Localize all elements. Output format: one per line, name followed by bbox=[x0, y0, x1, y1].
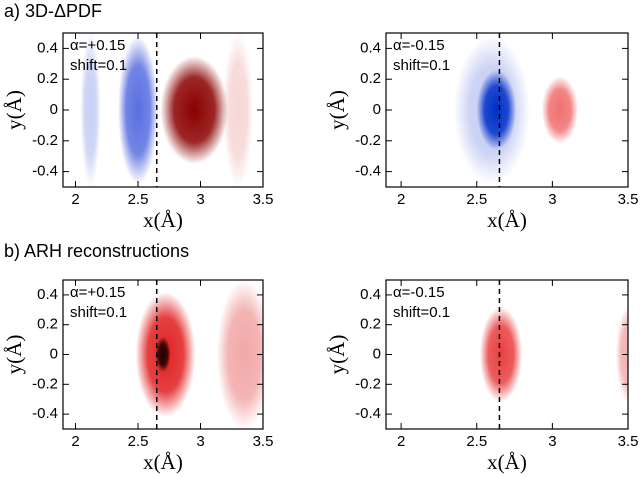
annotation: shift=0.1 bbox=[70, 304, 127, 321]
y-tick-label: -0.2 bbox=[32, 375, 58, 392]
x-tick-label: 2 bbox=[397, 433, 405, 450]
y-tick-label: 0 bbox=[50, 345, 58, 362]
heat-blob bbox=[160, 56, 228, 164]
plot-area bbox=[63, 280, 263, 429]
heat-blob bbox=[155, 336, 171, 373]
y-tick-label: 0.2 bbox=[360, 316, 381, 333]
heat-blob bbox=[476, 69, 517, 151]
y-tick-label: 0.4 bbox=[360, 286, 381, 303]
heat-blob bbox=[80, 33, 101, 187]
x-tick-label: 2 bbox=[397, 191, 405, 208]
annotation: shift=0.1 bbox=[393, 57, 450, 74]
y-axis-label: y(Å) bbox=[2, 335, 26, 375]
y-axis-label: y(Å) bbox=[325, 335, 349, 375]
y-tick-label: 0.4 bbox=[37, 286, 58, 303]
x-tick-label: 2.5 bbox=[128, 191, 149, 208]
x-axis-label: x(Å) bbox=[487, 208, 527, 232]
y-tick-label: 0 bbox=[373, 345, 381, 362]
heat-blob bbox=[216, 280, 263, 429]
x-tick-label: 3 bbox=[196, 433, 204, 450]
x-tick-label: 2 bbox=[71, 433, 79, 450]
annotation: α=+0.15 bbox=[70, 37, 125, 54]
section-label: a) 3D-ΔPDF bbox=[4, 1, 102, 21]
plot-area bbox=[63, 33, 263, 187]
y-axis-label: y(Å) bbox=[2, 90, 26, 130]
x-tick-label: 3.5 bbox=[253, 433, 274, 450]
x-axis-label: x(Å) bbox=[487, 450, 527, 474]
x-tick-label: 2.5 bbox=[466, 433, 487, 450]
heat-blob bbox=[479, 306, 523, 403]
x-tick-label: 2.5 bbox=[128, 433, 149, 450]
y-axis-label: y(Å) bbox=[325, 90, 349, 130]
y-tick-label: 0.2 bbox=[360, 70, 381, 87]
x-axis-label: x(Å) bbox=[143, 450, 183, 474]
heat-blob bbox=[118, 36, 158, 184]
y-tick-label: -0.2 bbox=[355, 132, 381, 149]
heat-blob bbox=[615, 306, 628, 403]
y-tick-label: -0.2 bbox=[32, 132, 58, 149]
y-tick-label: 0.4 bbox=[37, 39, 58, 56]
y-tick-label: -0.2 bbox=[355, 375, 381, 392]
x-tick-label: 3.5 bbox=[253, 191, 274, 208]
annotation: shift=0.1 bbox=[70, 57, 127, 74]
heat-blob bbox=[541, 76, 579, 144]
y-tick-label: -0.4 bbox=[355, 163, 381, 180]
y-tick-label: -0.4 bbox=[355, 405, 381, 422]
y-tick-label: -0.4 bbox=[32, 163, 58, 180]
y-tick-label: 0 bbox=[373, 101, 381, 118]
section-label: b) ARH reconstructions bbox=[4, 241, 189, 261]
y-tick-label: 0.4 bbox=[360, 39, 381, 56]
x-tick-label: 2 bbox=[71, 191, 79, 208]
x-tick-label: 3 bbox=[196, 191, 204, 208]
x-axis-label: x(Å) bbox=[143, 208, 183, 232]
y-tick-label: -0.4 bbox=[32, 405, 58, 422]
annotation: α=+0.15 bbox=[70, 284, 125, 301]
x-tick-label: 2.5 bbox=[466, 191, 487, 208]
x-tick-label: 3 bbox=[548, 191, 556, 208]
annotation: α=-0.15 bbox=[393, 37, 445, 54]
x-tick-label: 3.5 bbox=[618, 191, 639, 208]
x-tick-label: 3.5 bbox=[618, 433, 639, 450]
x-tick-label: 3 bbox=[548, 433, 556, 450]
plot-area bbox=[386, 280, 628, 429]
y-tick-label: 0.2 bbox=[37, 316, 58, 333]
plot-area bbox=[386, 33, 628, 187]
annotation: α=-0.15 bbox=[393, 284, 445, 301]
y-tick-label: 0.2 bbox=[37, 70, 58, 87]
annotation: shift=0.1 bbox=[393, 304, 450, 321]
heat-blob bbox=[223, 33, 253, 187]
y-tick-label: 0 bbox=[50, 101, 58, 118]
